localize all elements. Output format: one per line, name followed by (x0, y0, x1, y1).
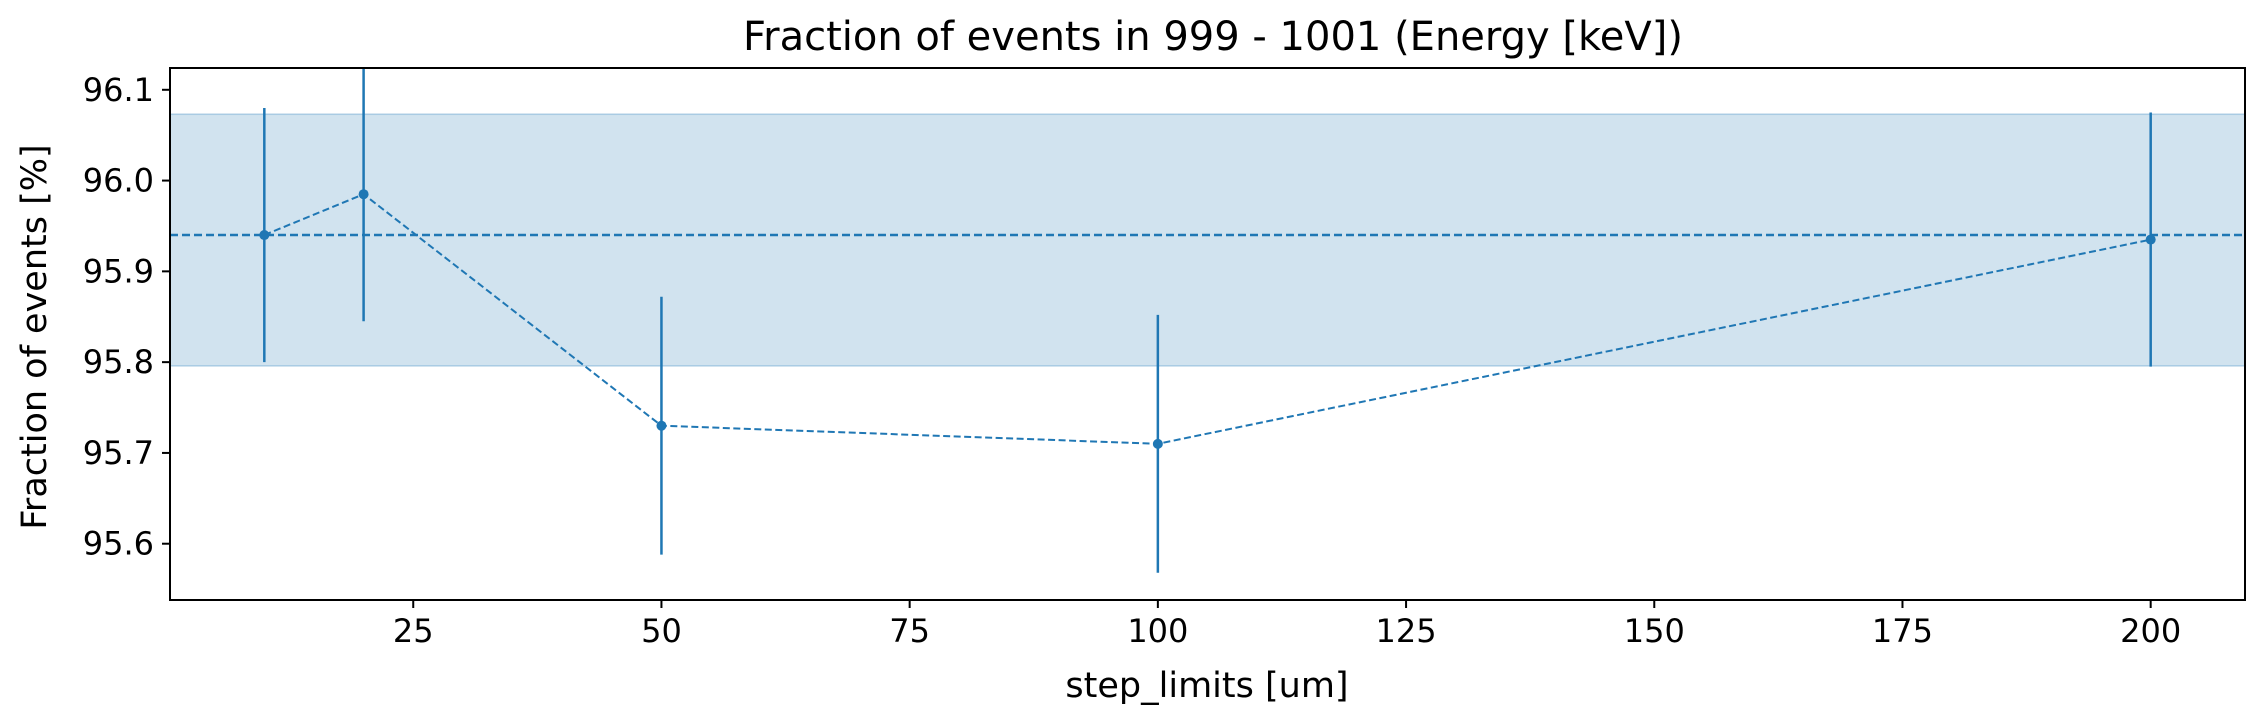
y-tick-label: 96.1 (83, 71, 154, 109)
y-tick-label: 95.7 (83, 434, 154, 472)
data-point (1152, 438, 1163, 449)
series-layer (259, 67, 2156, 573)
y-tick-label: 95.6 (83, 525, 154, 563)
x-tick-label: 100 (1127, 612, 1188, 650)
data-point (358, 189, 369, 200)
y-tick-label: 95.9 (83, 252, 154, 290)
reference-band-layer (169, 113, 2246, 367)
x-axis-ticks: 25 50 75 100 125 150 175 200 (393, 600, 2181, 650)
x-tick-label: 50 (641, 612, 682, 650)
data-point (259, 230, 270, 241)
data-point (656, 420, 667, 431)
x-tick-label: 150 (1624, 612, 1685, 650)
x-tick-label: 75 (889, 612, 930, 650)
y-tick-label: 95.8 (83, 343, 154, 381)
chart-title: Fraction of events in 999 - 1001 (Energy… (743, 14, 1683, 60)
x-axis-label: step_limits [um] (1065, 666, 1348, 706)
x-tick-label: 175 (1872, 612, 1933, 650)
y-axis-ticks: 95.6 95.7 95.8 95.9 96.0 96.1 (83, 71, 170, 563)
y-axis-label: Fraction of events [%] (15, 144, 55, 529)
x-tick-label: 25 (393, 612, 434, 650)
reference-band (169, 113, 2246, 367)
y-tick-label: 96.0 (83, 162, 154, 200)
x-tick-label: 125 (1376, 612, 1437, 650)
x-tick-label: 200 (2120, 612, 2181, 650)
plot-frame (169, 67, 2246, 601)
data-point (2145, 234, 2156, 245)
